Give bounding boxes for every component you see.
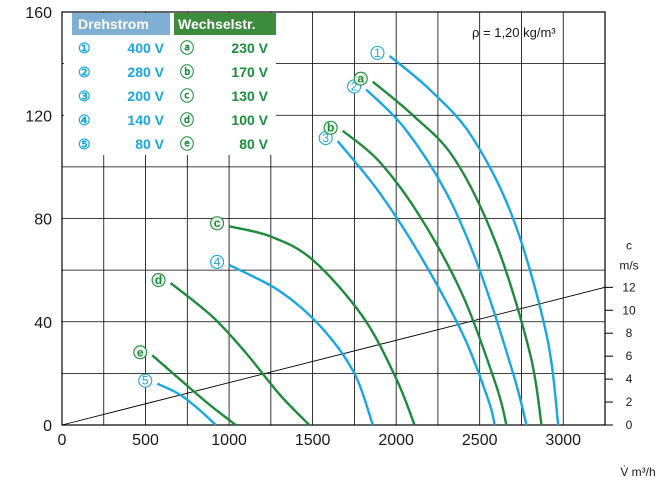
curve-7 xyxy=(341,129,508,426)
x-tick-label: 2500 xyxy=(462,432,498,449)
x-tick-label: 500 xyxy=(132,432,159,449)
x-tick-label: 1500 xyxy=(295,432,331,449)
legend-marker-wechselstrom: ⓓ xyxy=(180,112,194,128)
right-tick-label: 0 xyxy=(626,418,633,432)
legend-background xyxy=(64,13,276,155)
legend-value-drehstrom: 200 V xyxy=(127,88,164,104)
curve-marker-circle xyxy=(353,71,368,86)
curve-marker-circle xyxy=(138,373,153,388)
curve-6 xyxy=(371,80,543,426)
legend-value-wechselstrom: 170 V xyxy=(231,64,268,80)
curve-marker-circle xyxy=(210,254,225,270)
y-tick-label: 80 xyxy=(34,212,52,229)
legend-value-wechselstrom: 130 V xyxy=(231,88,268,104)
legend-marker-wechselstrom: ⓑ xyxy=(180,64,194,80)
legend-value-drehstrom: 140 V xyxy=(127,112,164,128)
curve-marker-label: e xyxy=(137,345,144,359)
legend-value-drehstrom: 400 V xyxy=(127,40,164,56)
legend-value-wechselstrom: 230 V xyxy=(231,40,268,56)
curve-4 xyxy=(228,263,374,426)
y-tick-label: 0 xyxy=(43,418,52,435)
legend-marker-drehstrom: ③ xyxy=(78,88,91,104)
curve-marker-circle xyxy=(210,216,225,231)
legend-value-drehstrom: 280 V xyxy=(127,64,164,80)
curve-marker-label: 5 xyxy=(142,374,149,388)
y-tick-label: 160 xyxy=(25,5,52,22)
right-tick-label: 6 xyxy=(626,349,633,363)
right-tick-label: 12 xyxy=(622,280,636,294)
right-tick-label: 10 xyxy=(622,303,636,317)
y-tick-label: 40 xyxy=(34,315,52,332)
legend-marker-drehstrom: ② xyxy=(78,64,91,80)
x-axis-label: V̇ m³/h xyxy=(620,465,655,479)
right-tick-label: 4 xyxy=(626,372,633,386)
curve-5 xyxy=(156,382,217,426)
curves xyxy=(61,54,606,426)
curve-3 xyxy=(336,140,496,426)
density-annotation: ρ = 1,20 kg/m³ xyxy=(472,25,556,40)
curve-2 xyxy=(365,88,528,426)
axis-labels: 0 500 1000 1500 2000 2500 3000 0 40 80 120 160 0 2 4 6 8… xyxy=(25,5,655,479)
x-tick-label: 2000 xyxy=(378,432,414,449)
curve-marker-label: b xyxy=(327,121,334,135)
curve-marker-label: 1 xyxy=(374,46,381,60)
legend-marker-drehstrom: ① xyxy=(78,40,91,56)
curve-marker-circle xyxy=(151,272,166,288)
legend-marker-wechselstrom: ⓐ xyxy=(180,40,194,56)
legend-header-drehstrom-bg xyxy=(72,13,170,35)
legend-value-wechselstrom: 100 V xyxy=(231,112,268,128)
curve-marker-label: a xyxy=(357,72,364,86)
legend-marker-drehstrom: ④ xyxy=(78,112,91,128)
curve-marker-circle xyxy=(133,345,148,360)
curve-9 xyxy=(169,282,311,426)
plot-border xyxy=(61,11,606,426)
curve-marker-label: 4 xyxy=(214,255,221,269)
right-axis-title: c xyxy=(626,238,632,252)
legend-value-drehstrom: 80 V xyxy=(135,136,164,152)
curve-marker-label: 2 xyxy=(351,79,358,93)
curve-marker-circle xyxy=(370,45,385,60)
curve-marker-circle xyxy=(323,120,338,135)
right-axis-unit: m/s xyxy=(619,258,638,272)
legend-header-wechselstrom: Wechselstr. xyxy=(178,16,256,32)
curve-marker-label: c xyxy=(214,216,221,230)
legend-marker-wechselstrom: ⓔ xyxy=(180,136,194,152)
legend-value-wechselstrom: 80 V xyxy=(239,136,268,152)
velocity-line xyxy=(61,286,606,426)
plot-frame xyxy=(61,11,606,426)
legend: Drehstrom Wechselstr. ① 400 V ⓐ 230 V ② 280 V ⓑ 1… xyxy=(64,13,276,155)
legend-header-wechselstrom-bg xyxy=(174,13,276,35)
curve-marker-label: d xyxy=(155,273,162,287)
legend-marker-drehstrom: ⑤ xyxy=(78,136,91,152)
curve-1 xyxy=(388,54,560,426)
x-tick-label: 3000 xyxy=(545,432,581,449)
x-tick-label: 1000 xyxy=(211,432,247,449)
curve-8 xyxy=(228,225,416,426)
legend-header-drehstrom: Drehstrom xyxy=(78,16,149,32)
curve-markers: 1 2 3 4 5 a b c d e xyxy=(133,45,385,388)
curve-10 xyxy=(151,354,237,426)
legend-marker-wechselstrom: ⓒ xyxy=(180,88,194,104)
right-tick-label: 2 xyxy=(626,395,633,409)
right-tick-label: 8 xyxy=(626,326,633,340)
y-tick-label: 120 xyxy=(25,108,52,125)
curve-marker-label: 3 xyxy=(322,131,329,145)
x-tick-label: 0 xyxy=(58,432,67,449)
